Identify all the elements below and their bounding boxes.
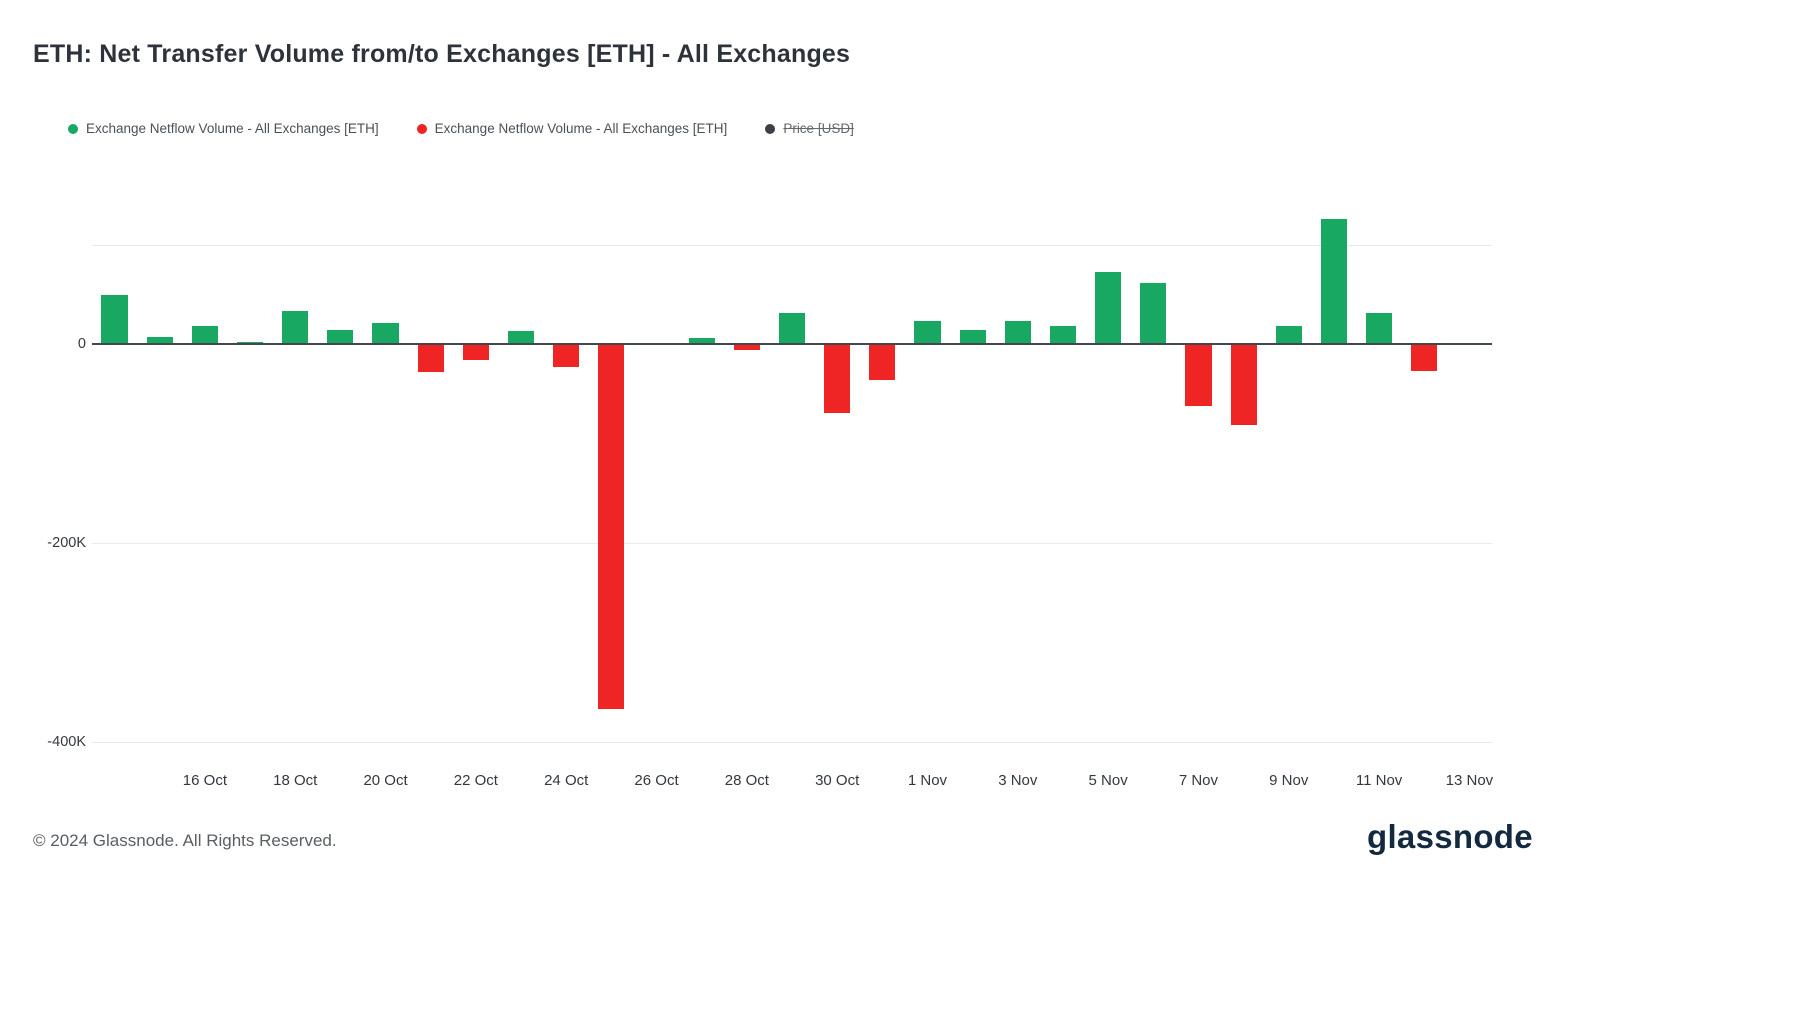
x-axis-tick-label: 20 Oct [363,772,408,789]
bar-outflow[interactable] [1185,344,1212,406]
bar-inflow[interactable] [1320,218,1348,345]
bar-inflow[interactable] [1049,326,1077,345]
legend-item[interactable]: Exchange Netflow Volume - All Exchanges … [68,121,379,136]
bar-inflow[interactable] [778,313,806,345]
x-axis-tick-label: 18 Oct [273,772,318,789]
plot-area[interactable] [92,143,1492,765]
legend-item[interactable]: Price [USD] [765,121,854,136]
bar-inflow[interactable] [101,295,128,344]
chart-title: ETH: Net Transfer Volume from/to Exchang… [33,40,851,68]
bar-inflow[interactable] [507,331,535,345]
bar-outflow[interactable] [462,344,489,360]
x-axis-tick-label: 22 Oct [453,772,498,789]
x-axis-tick-label: 26 Oct [634,772,679,789]
legend-label: Price [USD] [783,121,854,136]
legend-dot-icon [416,123,427,134]
bar-inflow[interactable] [282,311,309,345]
x-axis-tick-label: 1 Nov [907,772,948,789]
x-axis-tick-label: 7 Nov [1178,772,1219,789]
x-axis: 16 Oct 18 Oct 20 Oct 22 Oct 24 Oct 26 Oct 28 O… [92,772,1494,798]
bar-outflow[interactable] [733,344,760,350]
bar-inflow[interactable] [1275,326,1302,345]
x-axis-tick-label: 28 Oct [724,772,769,789]
bar-inflow[interactable] [1140,283,1167,345]
bar-inflow[interactable] [1366,313,1393,345]
y-axis: 0 -200K -400K [0,143,86,765]
legend-item[interactable]: Exchange Netflow Volume - All Exchanges … [416,121,728,136]
x-axis-tick-label: 24 Oct [544,772,589,789]
x-axis-tick-label: 13 Nov [1445,772,1494,789]
bar-inflow[interactable] [327,330,354,345]
y-axis-tick-label: -400K [47,734,86,751]
x-axis-tick-label: 5 Nov [1088,772,1128,789]
bar-inflow[interactable] [914,321,941,345]
bar-inflow[interactable] [372,323,399,345]
bar-outflow[interactable] [869,344,896,380]
legend-label: Exchange Netflow Volume - All Exchanges … [434,121,728,136]
bar-inflow[interactable] [1095,272,1122,345]
y-axis-tick-label: -200K [47,535,86,552]
x-axis-tick-label: 11 Nov [1355,772,1403,789]
bar-inflow[interactable] [688,338,715,345]
copyright-text: © 2024 Glassnode. All Rights Reserved. [33,831,337,850]
gridline [92,244,1492,246]
legend: Exchange Netflow Volume - All Exchanges … [68,121,854,136]
gridline [92,742,1492,744]
bar-outflow[interactable] [553,344,580,367]
x-axis-tick-label: 30 Oct [815,772,860,789]
glassnode-logo: glassnode [1367,818,1533,855]
bar-outflow[interactable] [1230,344,1257,425]
bar-outflow[interactable] [417,344,444,372]
x-axis-tick-label: 16 Oct [182,772,227,789]
y-axis-tick-label: 0 [77,336,86,353]
bar-inflow[interactable] [191,326,218,345]
x-axis-tick-label: 9 Nov [1269,772,1309,789]
bar-outflow[interactable] [598,344,625,710]
bar-inflow[interactable] [959,330,986,345]
bar-outflow[interactable] [824,344,851,413]
bar-outflow[interactable] [1411,344,1438,371]
legend-dot-icon [68,123,78,134]
zero-axis-line [92,343,1492,346]
legend-label: Exchange Netflow Volume - All Exchanges … [86,121,379,136]
bar-inflow[interactable] [146,337,173,345]
x-axis-tick-label: 3 Nov [998,772,1038,789]
gridline [92,543,1492,545]
bar-inflow[interactable] [1004,321,1031,345]
legend-dot-icon [765,123,776,134]
